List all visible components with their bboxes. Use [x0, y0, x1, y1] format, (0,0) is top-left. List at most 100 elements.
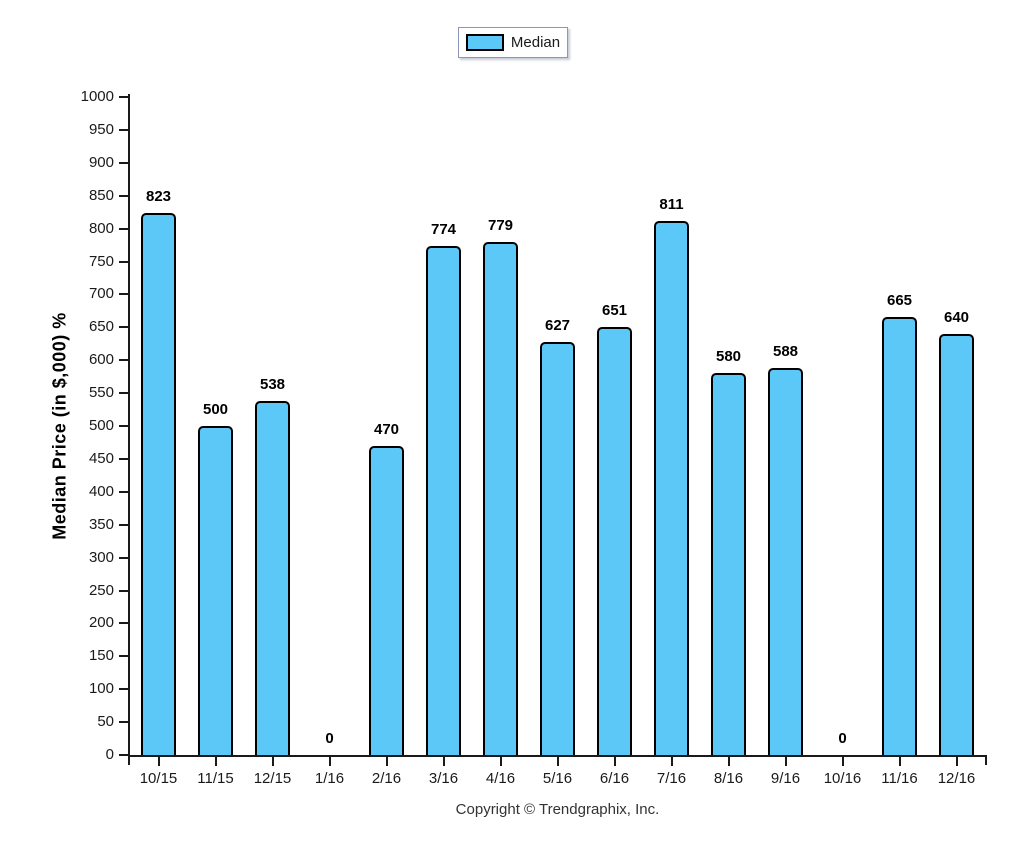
y-tick-mark [119, 161, 128, 164]
y-tick-label: 1000 [80, 88, 114, 105]
x-tick-mark [271, 757, 274, 766]
x-tick-mark [556, 757, 559, 766]
y-tick-label: 600 [88, 351, 114, 369]
x-tick-label: 7/16 [656, 770, 687, 787]
bar-value-label: 500 [202, 401, 229, 418]
y-tick-mark [119, 523, 128, 526]
x-tick-label: 9/16 [770, 770, 801, 787]
copyright-text: Copyright © Trendgraphix, Inc. [455, 801, 660, 818]
bar-value-label: 823 [145, 188, 172, 205]
bar-value-label: 651 [601, 302, 628, 319]
y-tick-label: 50 [97, 713, 114, 731]
y-tick-label: 850 [88, 186, 114, 204]
bar [426, 246, 461, 755]
y-tick-mark [119, 754, 128, 756]
y-tick-mark [119, 326, 128, 329]
y-tick-mark [119, 293, 128, 296]
x-tick-label: 5/16 [542, 770, 573, 787]
legend-label: Median [510, 34, 561, 51]
y-tick-mark [119, 655, 128, 658]
y-tick-mark [119, 688, 128, 691]
y-tick-label: 350 [88, 515, 114, 533]
bar-value-label: 627 [544, 317, 571, 334]
y-tick-label: 550 [88, 384, 114, 402]
y-tick-label: 900 [88, 153, 114, 171]
x-tick-label: 10/15 [139, 770, 178, 787]
x-tick-label: 6/16 [599, 770, 630, 787]
x-tick-mark [670, 757, 673, 766]
y-tick-mark [119, 359, 128, 362]
x-tick-label: 12/15 [253, 770, 292, 787]
y-tick-mark [119, 194, 128, 197]
y-tick-mark [119, 96, 128, 98]
bar [654, 221, 689, 755]
y-tick-label: 0 [105, 746, 114, 763]
y-tick-label: 400 [88, 482, 114, 500]
bar [939, 334, 974, 755]
y-tick-mark [119, 457, 128, 460]
y-tick-mark [119, 128, 128, 131]
y-tick-label: 450 [88, 449, 114, 467]
x-axis-end-tick [985, 755, 987, 765]
x-tick-label: 4/16 [485, 770, 516, 787]
y-tick-mark [119, 622, 128, 625]
bar [483, 242, 518, 755]
x-tick-label: 1/16 [314, 770, 345, 787]
x-tick-label: 2/16 [371, 770, 402, 787]
bar [882, 317, 917, 755]
x-tick-mark [385, 757, 388, 766]
y-tick-label: 250 [88, 581, 114, 599]
x-tick-mark [784, 757, 787, 766]
bar [711, 373, 746, 755]
bar [141, 213, 176, 755]
y-tick-mark [119, 721, 128, 724]
x-tick-label: 12/16 [937, 770, 976, 787]
x-tick-mark [727, 757, 730, 766]
bar [540, 342, 575, 755]
y-tick-label: 100 [88, 680, 114, 698]
bar [369, 446, 404, 755]
y-tick-mark [119, 227, 128, 230]
plot-area: 0 50 100 150 200 250 300 350 400 450 500 550 600 650 7… [81, 88, 987, 787]
x-tick-label: 11/15 [197, 770, 234, 787]
x-tick-mark [955, 757, 958, 766]
bar-value-label: 470 [373, 421, 400, 438]
bar-value-label: 580 [715, 348, 742, 365]
bar-value-label: 779 [487, 217, 514, 234]
y-tick-mark [119, 392, 128, 395]
x-tick-label: 10/16 [823, 770, 862, 787]
y-tick-label: 150 [88, 647, 114, 665]
bar-value-label: 0 [838, 730, 847, 747]
y-tick-label: 800 [88, 219, 114, 237]
x-tick-mark [613, 757, 616, 766]
y-tick-label: 700 [88, 285, 114, 303]
y-tick-mark [119, 260, 128, 263]
x-tick-mark [841, 757, 844, 766]
y-tick-label: 200 [88, 614, 114, 632]
bar-value-label: 774 [430, 221, 457, 238]
bar [597, 327, 632, 755]
y-tick-mark [119, 589, 128, 592]
x-tick-mark [328, 757, 331, 766]
bar-value-label: 640 [943, 309, 970, 326]
legend-swatch-median [465, 34, 504, 51]
bar-value-label: 0 [325, 730, 334, 747]
bar-value-label: 811 [659, 196, 684, 213]
x-tick-mark [214, 757, 217, 766]
y-tick-label: 500 [88, 417, 114, 434]
y-tick-label: 650 [88, 318, 114, 336]
x-tick-mark [898, 757, 901, 766]
x-tick-label: 11/16 [881, 770, 918, 787]
x-tick-label: 8/16 [713, 770, 744, 787]
legend: Median [458, 27, 568, 58]
x-tick-mark [499, 757, 502, 766]
y-tick-mark [119, 425, 128, 427]
y-axis-line [128, 94, 130, 765]
y-tick-mark [119, 556, 128, 559]
y-tick-label: 300 [88, 548, 114, 566]
bar [768, 368, 803, 755]
y-tick-label: 750 [88, 252, 114, 270]
y-tick-label: 950 [88, 120, 114, 138]
x-tick-mark [157, 757, 160, 766]
